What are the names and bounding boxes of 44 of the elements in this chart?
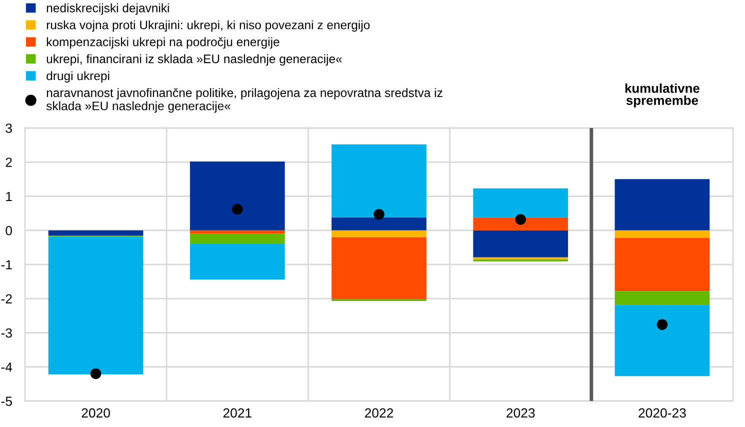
bar [48,236,144,374]
legend-label: ruska vojna proti Ukrajini: ukrepi, ki niso povezani z energijo [46,20,370,32]
bar [614,238,710,292]
bar [473,217,568,230]
bar [473,188,568,218]
bar [48,230,144,236]
text: kumulativne spremembe [625,83,700,108]
point [374,208,384,220]
bar [332,237,426,300]
legend-label: ukrepi, financirani iz sklada »EU naslednje generacije« [46,54,342,66]
y-tick-label: -2 [1,294,12,304]
bar [332,230,426,238]
x-tick-label: 2020 [82,408,110,418]
point [90,368,102,380]
legend-label: drugi ukrepi [46,71,110,83]
y-tick-label: 1 [6,192,12,202]
x-tick-label: 2022 [364,408,394,418]
bar [332,217,426,230]
x-tick-label: 2023 [506,408,535,418]
bar [473,230,568,258]
bar [614,179,710,230]
bar [332,144,426,218]
bar [614,230,710,238]
legend-label: naravnanost javnofinančne politike, prilagojena za nepovratna sredstva iz sklada »EU naslednje generacije« [46,88,442,113]
bar [614,305,710,376]
y-tick-label: -4 [1,362,12,372]
y-tick-label: 0 [6,226,12,236]
y-tick-label: 3 [6,124,12,133]
bar [190,161,285,230]
y-tick-label: -3 [1,328,12,338]
point [232,204,243,215]
point [515,214,526,225]
y-tick-label: -1 [1,260,12,270]
x-tick-label: 2021 [223,408,252,418]
y-tick-label: 2 [6,158,12,167]
point [656,319,668,330]
y-tick-label: -5 [1,396,12,406]
legend-label: nediskrecijski dejavniki [46,3,169,15]
bar [614,291,710,306]
legend-label: kompenzacijski ukrepi na področju energije [46,37,280,49]
bar [190,244,285,280]
bar [190,234,285,244]
bar [190,230,285,234]
x-tick-label: 2020-23 [638,408,686,418]
